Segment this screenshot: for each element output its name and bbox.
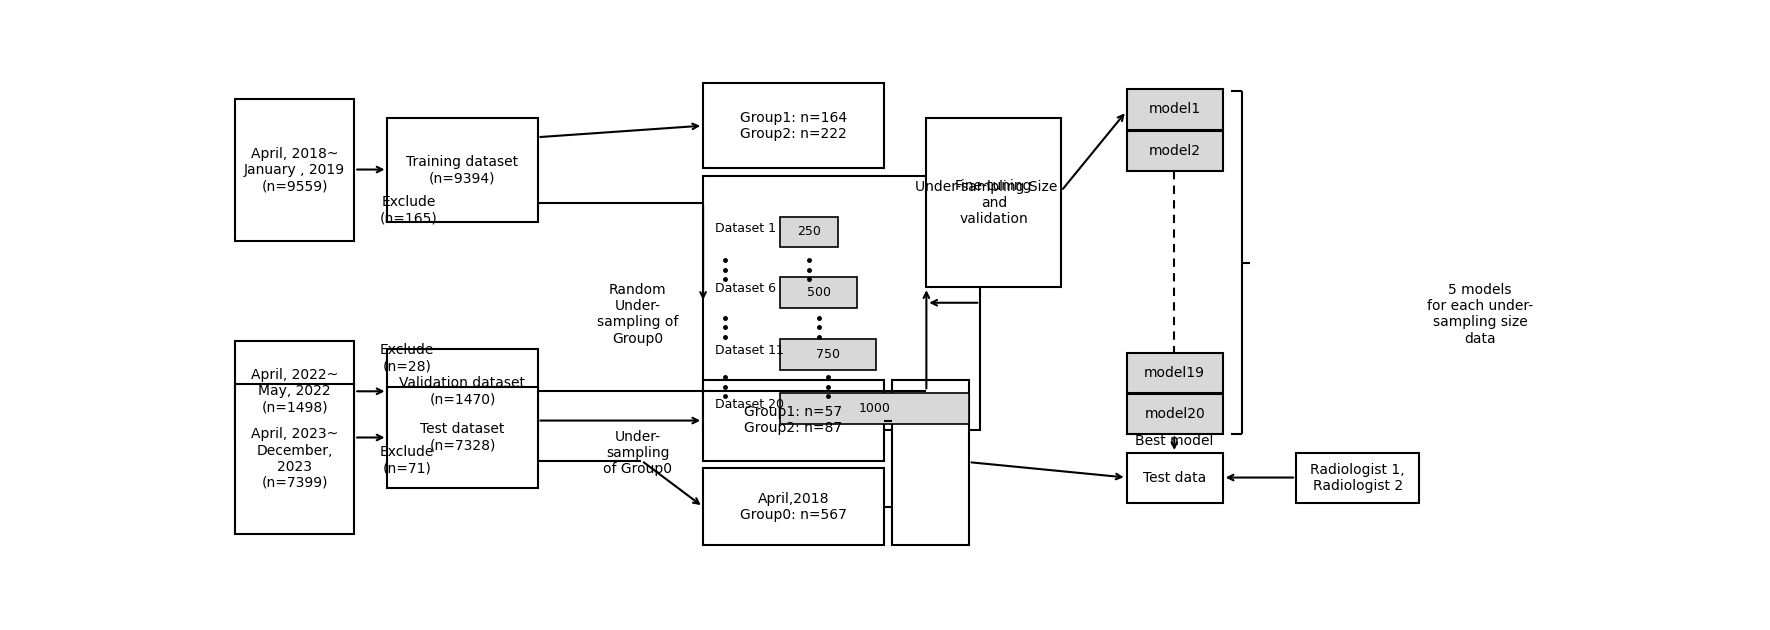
Text: Group1: n=57
Group2: n=87: Group1: n=57 Group2: n=87 bbox=[745, 405, 843, 435]
FancyBboxPatch shape bbox=[926, 118, 1062, 287]
FancyBboxPatch shape bbox=[388, 118, 538, 222]
FancyBboxPatch shape bbox=[781, 339, 876, 370]
Text: 5 models
for each under-
sampling size
data: 5 models for each under- sampling size d… bbox=[1427, 283, 1533, 346]
Text: model19: model19 bbox=[1143, 366, 1205, 380]
Text: 500: 500 bbox=[807, 286, 830, 299]
Text: Dataset 20: Dataset 20 bbox=[715, 398, 784, 411]
Text: Dataset 6: Dataset 6 bbox=[715, 282, 775, 295]
Text: 1000: 1000 bbox=[858, 402, 890, 415]
Text: April,2018
Group0: n=567: April,2018 Group0: n=567 bbox=[740, 491, 848, 522]
Text: Validation dataset
(n=1470): Validation dataset (n=1470) bbox=[400, 376, 526, 406]
FancyBboxPatch shape bbox=[1126, 89, 1223, 130]
Text: April, 2022~
May, 2022
(n=1498): April, 2022~ May, 2022 (n=1498) bbox=[251, 368, 338, 415]
FancyBboxPatch shape bbox=[1126, 394, 1223, 435]
FancyBboxPatch shape bbox=[388, 349, 538, 433]
FancyBboxPatch shape bbox=[235, 99, 354, 241]
FancyBboxPatch shape bbox=[703, 468, 883, 546]
FancyBboxPatch shape bbox=[781, 217, 837, 248]
FancyBboxPatch shape bbox=[781, 393, 968, 423]
Text: Exclude
(n=165): Exclude (n=165) bbox=[381, 195, 437, 226]
FancyBboxPatch shape bbox=[1296, 453, 1420, 503]
FancyBboxPatch shape bbox=[235, 384, 354, 534]
Text: Group1: n=164
Group2: n=222: Group1: n=164 Group2: n=222 bbox=[740, 110, 848, 140]
FancyBboxPatch shape bbox=[892, 380, 968, 546]
FancyBboxPatch shape bbox=[1126, 453, 1223, 503]
Text: Under-sampling Size: Under-sampling Size bbox=[915, 180, 1058, 194]
Text: Exclude
(n=28): Exclude (n=28) bbox=[381, 343, 434, 374]
FancyBboxPatch shape bbox=[703, 176, 981, 430]
FancyBboxPatch shape bbox=[1126, 131, 1223, 171]
Text: Under-
sampling
of Group0: Under- sampling of Group0 bbox=[604, 430, 673, 476]
Text: model2: model2 bbox=[1149, 144, 1200, 158]
FancyBboxPatch shape bbox=[1126, 353, 1223, 393]
Text: Test dataset
(n=7328): Test dataset (n=7328) bbox=[419, 422, 504, 452]
Text: Radiologist 1,
Radiologist 2: Radiologist 1, Radiologist 2 bbox=[1310, 463, 1405, 493]
Text: model20: model20 bbox=[1145, 408, 1205, 421]
Text: Best model: Best model bbox=[1135, 434, 1214, 449]
FancyBboxPatch shape bbox=[703, 380, 883, 461]
Text: April, 2018~
January , 2019
(n=9559): April, 2018~ January , 2019 (n=9559) bbox=[244, 147, 345, 193]
FancyBboxPatch shape bbox=[781, 277, 857, 308]
FancyBboxPatch shape bbox=[388, 387, 538, 488]
FancyBboxPatch shape bbox=[235, 341, 354, 442]
Text: model1: model1 bbox=[1149, 103, 1200, 117]
Text: Fine-tuning
and
validation: Fine-tuning and validation bbox=[956, 180, 1032, 226]
Text: Test data: Test data bbox=[1143, 471, 1207, 485]
Text: Dataset 11: Dataset 11 bbox=[715, 344, 784, 357]
Text: April, 2023~
December,
2023
(n=7399): April, 2023~ December, 2023 (n=7399) bbox=[251, 427, 338, 490]
Text: 250: 250 bbox=[796, 226, 821, 238]
Text: Exclude
(n=71): Exclude (n=71) bbox=[381, 445, 434, 476]
Text: Dataset 1: Dataset 1 bbox=[715, 222, 775, 234]
Text: Training dataset
(n=9394): Training dataset (n=9394) bbox=[407, 155, 519, 185]
Text: 750: 750 bbox=[816, 348, 841, 361]
FancyBboxPatch shape bbox=[703, 83, 883, 168]
Text: Random
Under-
sampling of
Group0: Random Under- sampling of Group0 bbox=[596, 283, 678, 346]
